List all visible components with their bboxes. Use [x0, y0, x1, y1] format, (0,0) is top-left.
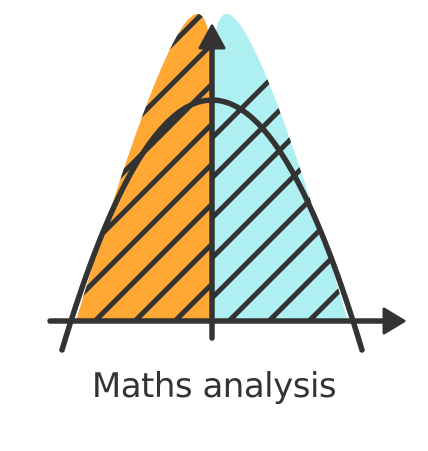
x-axis — [47, 307, 406, 335]
caption-label: Maths analysis — [91, 366, 337, 406]
maths-analysis-icon — [47, 13, 406, 353]
y-axis — [198, 24, 226, 341]
